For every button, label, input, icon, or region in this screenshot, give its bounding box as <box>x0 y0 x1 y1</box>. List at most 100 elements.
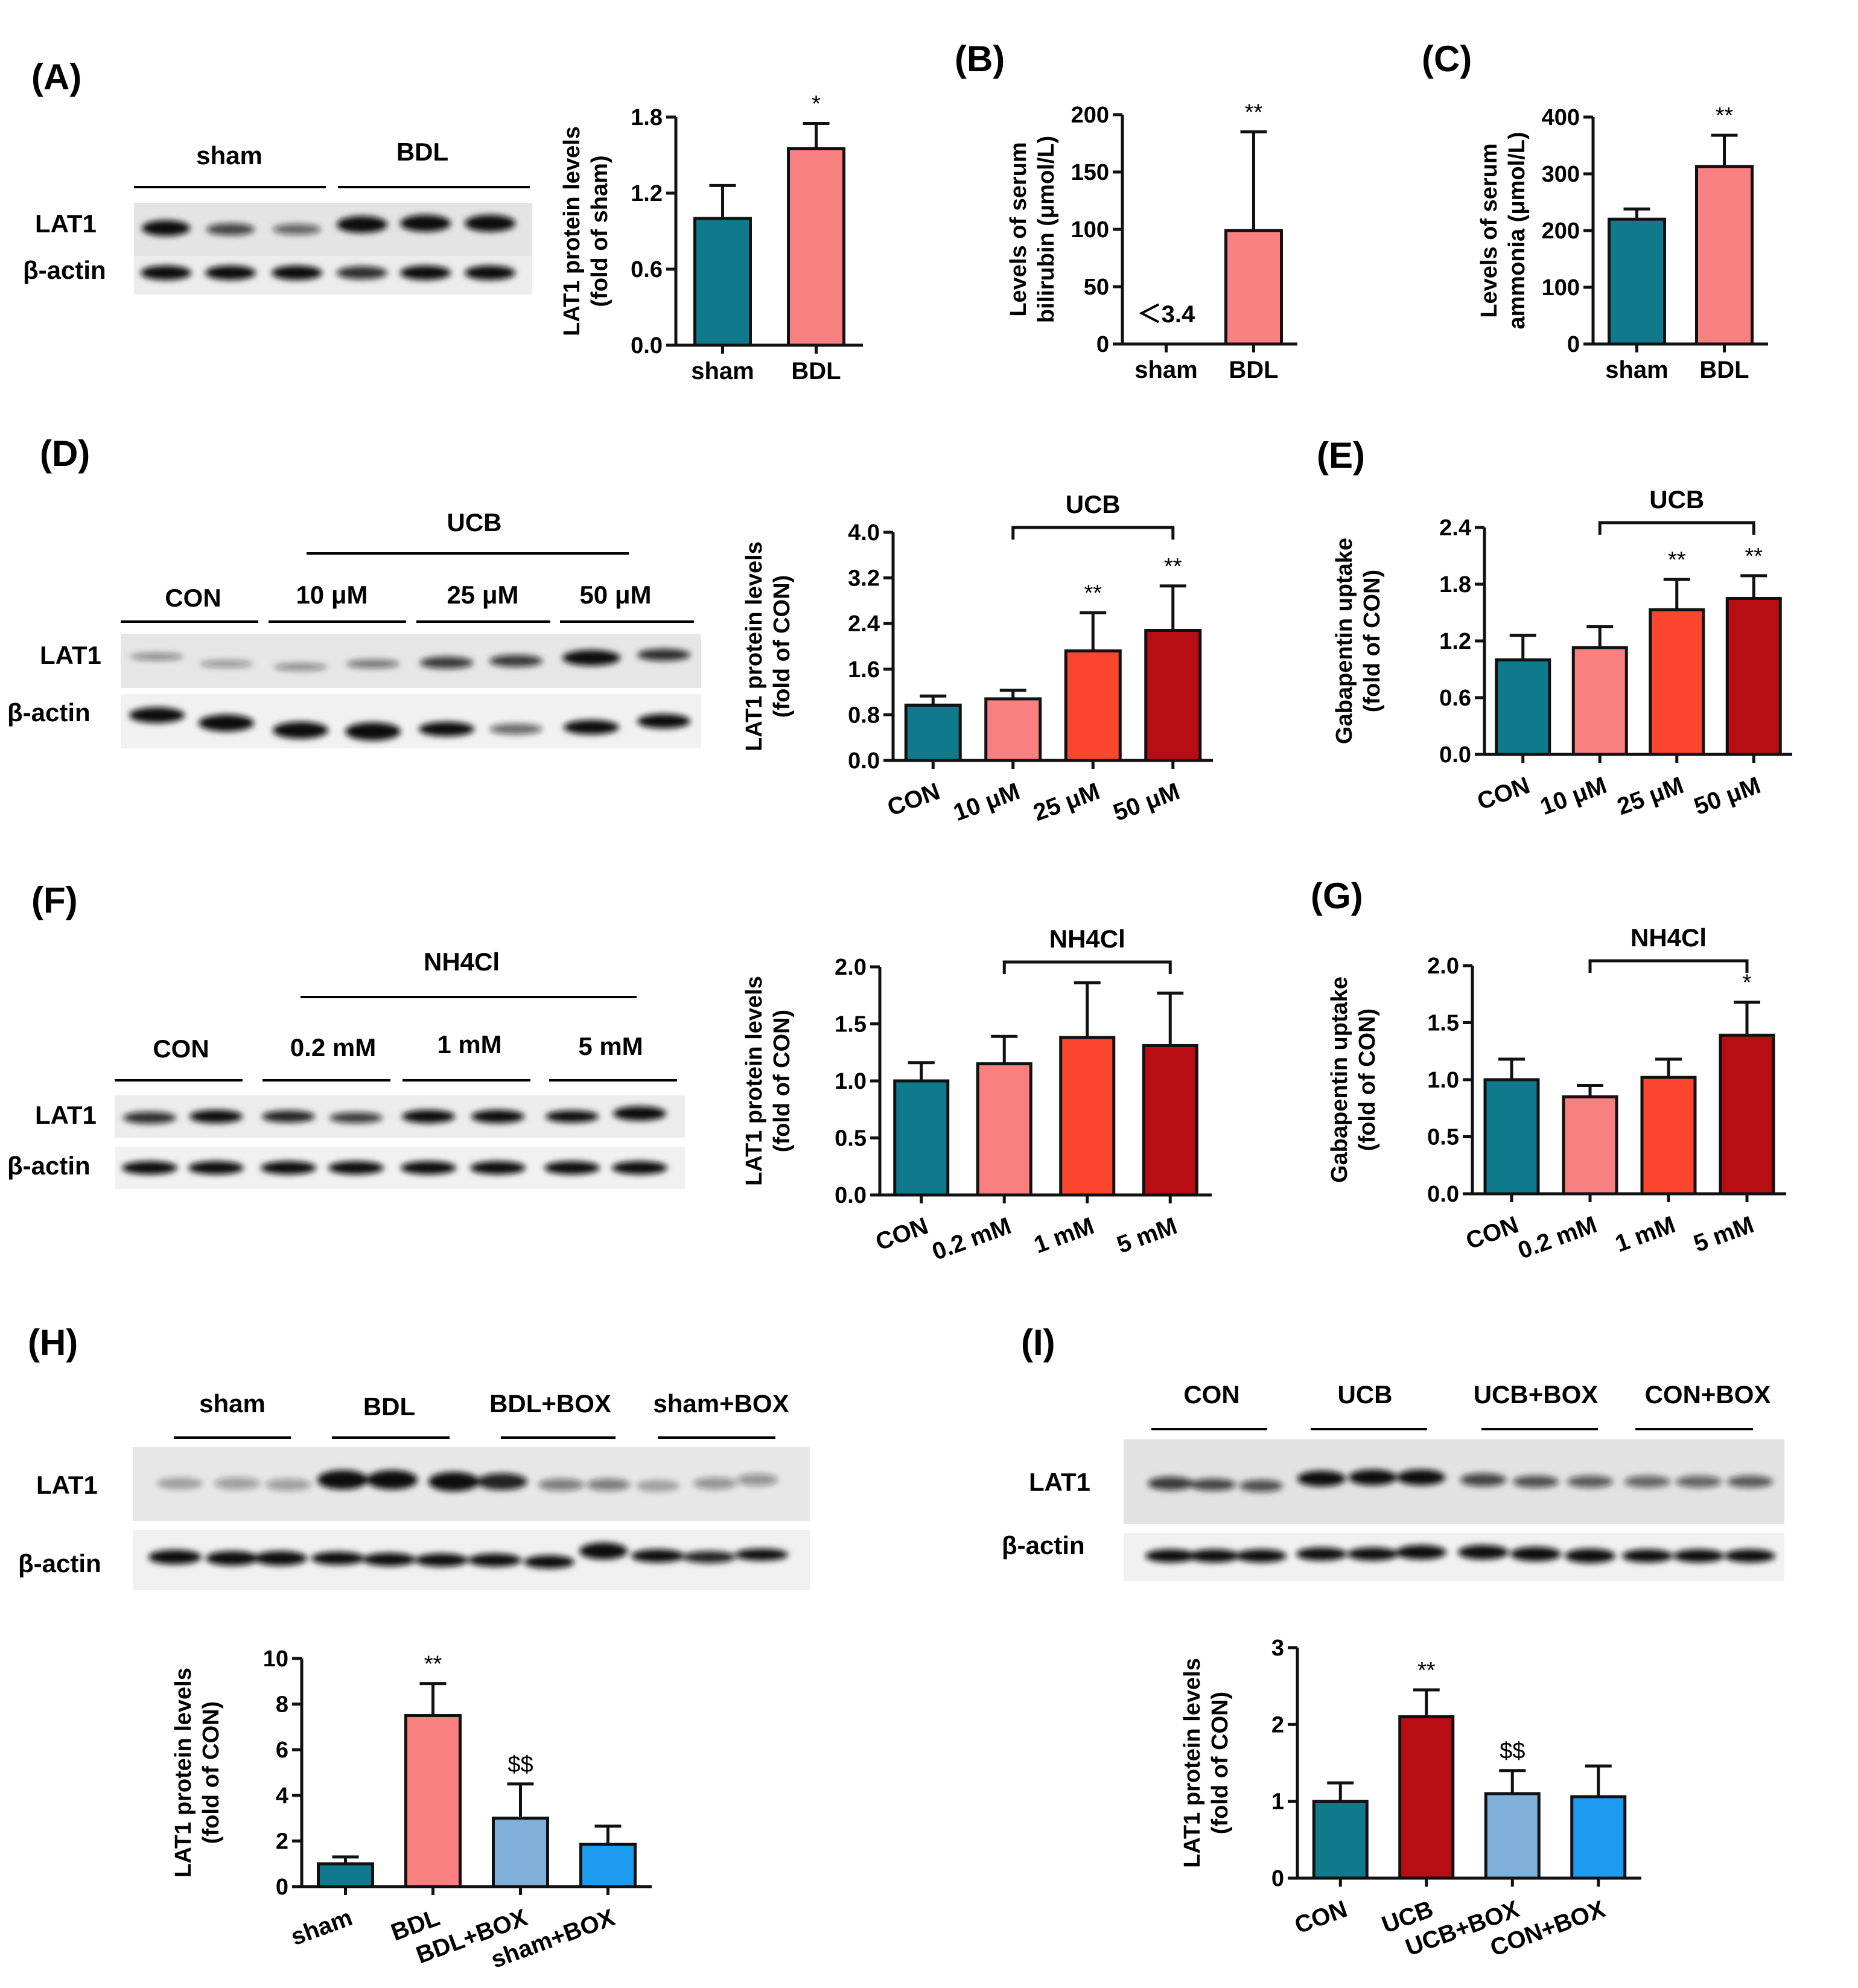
x-tick-label: BDL <box>1699 357 1749 383</box>
blot-band <box>477 1473 527 1490</box>
group-label: 25 μM <box>447 581 518 609</box>
y-tick-label: 1.0 <box>835 1069 867 1094</box>
x-tick-label: sham <box>691 358 754 384</box>
blot-band <box>465 266 515 280</box>
blot-band <box>564 720 619 734</box>
bar <box>1495 658 1551 756</box>
y-tick-label: 0 <box>1271 1866 1284 1891</box>
blot-band <box>1622 1549 1673 1563</box>
blot-band <box>1349 1470 1397 1485</box>
chart-a: 0.0 0.6 1.2 1.8 LAT1 protein levels (fold of … <box>559 92 863 384</box>
significance-marker: ** <box>1745 544 1763 569</box>
y-tick-label: 50 <box>1084 275 1109 300</box>
blot-strip-lat1 <box>134 203 532 256</box>
y-axis-title-line: (fold of sham) <box>587 155 612 307</box>
x-tick-label: 0.2 mM <box>929 1212 1014 1266</box>
y-tick-label: 0.6 <box>631 257 663 282</box>
group-label: BDL+BOX <box>489 1389 611 1418</box>
y-tick-label: 2 <box>1271 1712 1284 1738</box>
row-label-beta-actin: β-actin <box>23 256 106 284</box>
y-axis-title: LAT1 protein levels (fold of CON) <box>171 1668 224 1878</box>
blot-band <box>1725 1549 1775 1563</box>
row-label-lat1: LAT1 <box>1029 1468 1090 1496</box>
bar <box>1144 629 1202 762</box>
y-tick-label: 1 <box>1271 1789 1284 1815</box>
treatment-bracket <box>1598 521 1755 535</box>
bar <box>404 1714 462 1888</box>
bar <box>1608 217 1666 346</box>
bar <box>579 1843 637 1888</box>
bar <box>1484 1792 1541 1880</box>
blot-band <box>400 266 451 280</box>
blot-band <box>631 1549 684 1563</box>
x-tick-label: CON <box>1462 1211 1522 1255</box>
blot-band <box>122 1161 177 1174</box>
group-label: CON <box>153 1034 209 1063</box>
blot-band <box>465 215 515 232</box>
blot-band <box>1458 1545 1509 1559</box>
y-tick-label: 150 <box>1071 160 1109 185</box>
bar <box>984 697 1042 762</box>
blot-band <box>189 1110 243 1123</box>
treatment-bracket-label: UCB <box>1066 490 1121 518</box>
bar <box>787 147 845 347</box>
chart-b: 0 50 100 150 200 Levels of serum bilirubin (μm… <box>1006 100 1297 383</box>
x-tick-label: CON <box>1291 1896 1351 1939</box>
group-label: CON+BOX <box>1645 1380 1771 1409</box>
blot-band <box>470 1161 526 1174</box>
row-label-beta-actin: β-actin <box>7 698 91 727</box>
bar <box>1064 649 1122 762</box>
y-tick-label: 0.0 <box>848 748 880 774</box>
y-tick-label: 100 <box>1071 217 1109 243</box>
bar <box>693 217 752 347</box>
panel-label-d: (D) <box>40 433 90 474</box>
y-tick-label: 200 <box>1542 218 1580 244</box>
panel-label-c: (C) <box>1422 39 1472 79</box>
blot-band <box>199 715 254 731</box>
row-label-beta-actin: β-actin <box>7 1152 91 1180</box>
western-blot-d: UCB CON 10 μM 25 μM 50 μM LAT1 β-actin <box>7 508 701 748</box>
blot-band <box>273 224 321 235</box>
blot-band <box>1624 1476 1670 1488</box>
blot-strip-lat1 <box>1124 1439 1784 1524</box>
y-axis-title-line: LAT1 protein levels <box>171 1668 196 1878</box>
blot-band <box>337 266 387 279</box>
x-tick-label: 10 μM <box>1537 772 1611 820</box>
y-tick-label: 0.8 <box>848 702 880 728</box>
y-axis-title: LAT1 protein levels (fold of CON) <box>1180 1658 1233 1868</box>
blot-band <box>612 1161 667 1174</box>
blot-band <box>1347 1547 1398 1561</box>
row-label-lat1: LAT1 <box>35 209 97 238</box>
y-axis-title: LAT1 protein levels (fold of CON) <box>742 976 795 1186</box>
bar <box>1719 1033 1775 1196</box>
x-tick-label: 5 mM <box>1690 1211 1757 1257</box>
y-axis-title-line: LAT1 protein levels <box>1180 1658 1205 1868</box>
y-axis-title: Gabapentin uptake (fold of CON) <box>1332 538 1385 744</box>
blot-band <box>1297 1471 1346 1486</box>
bar <box>1483 1078 1540 1196</box>
significance-marker: $$ <box>507 1752 533 1777</box>
x-tick-label: CON <box>884 778 944 821</box>
blot-band <box>1296 1547 1347 1561</box>
chart-i: 0 1 2 3 LAT1 protein levels (fold of CON) CON *… <box>1180 1636 1641 1961</box>
blot-band <box>1460 1473 1506 1486</box>
western-blot-h: sham BDL BDL+BOX sham+BOX LAT1 β-actin <box>18 1389 810 1590</box>
row-label-lat1: LAT1 <box>40 641 101 669</box>
significance-marker: ** <box>424 1652 442 1677</box>
y-tick-label: 0.0 <box>835 1183 867 1208</box>
y-tick-label: 2.0 <box>835 955 867 980</box>
y-tick-label: 1.2 <box>1439 629 1471 654</box>
y-tick-label: 1.8 <box>631 105 663 130</box>
significance-marker: * <box>1743 970 1752 995</box>
blot-band <box>420 657 473 669</box>
bar <box>976 1062 1032 1197</box>
blot-band <box>273 722 328 739</box>
blot-band <box>1236 1549 1287 1563</box>
blot-band <box>613 1106 666 1121</box>
blot-band <box>693 1477 737 1489</box>
y-axis-title: LAT1 protein levels (fold of sham) <box>559 126 612 336</box>
y-axis-title-line: LAT1 protein levels <box>742 541 767 751</box>
y-tick-label: 0.0 <box>631 333 663 358</box>
chart-f: 0.0 0.5 1.0 1.5 2.0 LAT1 protein levels (fold … <box>742 925 1212 1266</box>
